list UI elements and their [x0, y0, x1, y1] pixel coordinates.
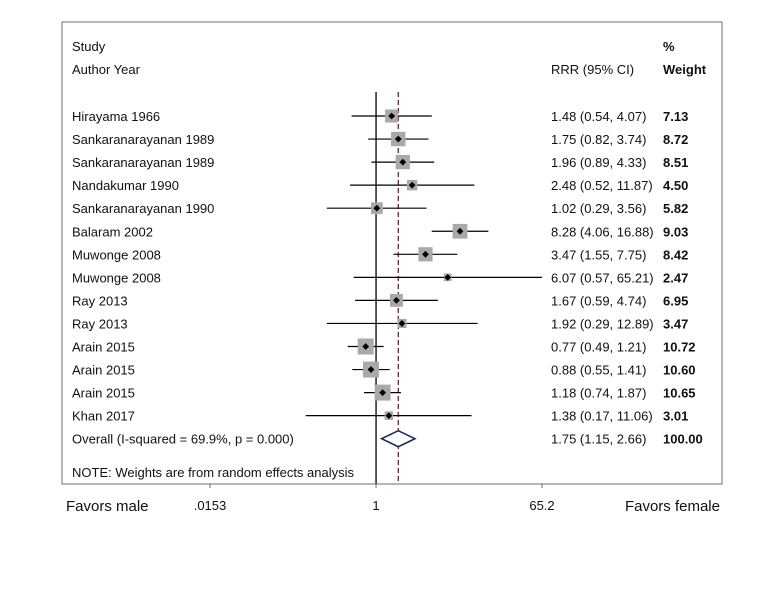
study-weight-text: 6.95 [663, 293, 688, 308]
study-row: Sankaranarayanan 1989 1.75 (0.82, 3.74) 8.… [72, 131, 688, 147]
study-point-estimate [399, 158, 407, 166]
study-label: Nandakumar 1990 [72, 178, 179, 193]
study-row: Sankaranarayanan 1989 1.96 (0.89, 4.33) 8.… [72, 154, 688, 170]
study-ci-text: 3.47 (1.55, 7.75) [551, 247, 646, 262]
overall-diamond [379, 429, 417, 448]
study-weight-text: 8.72 [663, 132, 688, 147]
study-label: Muwonge 2008 [72, 270, 161, 285]
study-weight-text: 4.50 [663, 178, 688, 193]
study-point-estimate [398, 320, 406, 327]
study-row: Sankaranarayanan 1990 1.02 (0.29, 3.56) 5.… [72, 201, 688, 216]
study-ci-text: 1.75 (0.82, 3.74) [551, 132, 646, 147]
study-label: Ray 2013 [72, 316, 128, 331]
header-author-year: Author Year [72, 62, 141, 77]
study-label: Arain 2015 [72, 386, 135, 401]
study-weight-text: 7.13 [663, 109, 688, 124]
study-ci-text: 1.48 (0.54, 4.07) [551, 109, 646, 124]
study-weight-text: 10.65 [663, 386, 696, 401]
study-row: Arain 2015 1.18 (0.74, 1.87) 10.65 [72, 384, 696, 401]
study-weight-text: 2.47 [663, 270, 688, 285]
study-point-estimate [367, 366, 375, 373]
favors-female-label: Favors female [625, 498, 720, 515]
study-weight-text: 3.47 [663, 316, 688, 331]
study-ci-text: 2.48 (0.52, 11.87) [551, 178, 653, 193]
study-ci-text: 0.77 (0.49, 1.21) [551, 340, 646, 355]
study-row: Arain 2015 0.77 (0.49, 1.21) 10.72 [72, 338, 696, 355]
study-row: Ray 2013 1.92 (0.29, 12.89) 3.47 [72, 316, 688, 331]
study-weight-text: 8.51 [663, 155, 688, 170]
study-weight-text: 10.72 [663, 340, 696, 355]
study-point-estimate [373, 204, 381, 212]
study-label: Arain 2015 [72, 340, 135, 355]
study-row: Hirayama 1966 1.48 (0.54, 4.07) 7.13 [72, 109, 688, 124]
study-point-estimate [385, 412, 393, 420]
study-ci-text: 1.96 (0.89, 4.33) [551, 155, 646, 170]
x-tick-label: 1 [372, 498, 379, 513]
study-label: Ray 2013 [72, 293, 128, 308]
study-ci-text: 1.67 (0.59, 4.74) [551, 293, 646, 308]
study-point-estimate [456, 227, 464, 235]
study-row: Muwonge 2008 6.07 (0.57, 65.21) 2.47 [72, 270, 688, 285]
header-effect: RRR (95% CI) [551, 62, 634, 77]
x-axis-ticks: .0153 1 65.2 [194, 484, 555, 513]
study-label: Sankaranarayanan 1989 [72, 155, 214, 170]
study-point-estimate [408, 181, 416, 189]
study-weight-text: 5.82 [663, 201, 688, 216]
overall-weight: 100.00 [663, 432, 703, 447]
study-label: Sankaranarayanan 1990 [72, 201, 214, 216]
study-ci-text: 1.02 (0.29, 3.56) [551, 201, 646, 216]
study-label: Muwonge 2008 [72, 247, 161, 262]
study-weight-text: 10.60 [663, 363, 696, 378]
study-point-estimate [422, 250, 429, 258]
study-ci-text: 0.88 (0.55, 1.41) [551, 363, 646, 378]
study-label: Khan 2017 [72, 409, 135, 424]
favors-male-label: Favors male [66, 498, 149, 515]
study-row: Muwonge 2008 3.47 (1.55, 7.75) 8.42 [72, 247, 688, 262]
study-weight-text: 9.03 [663, 224, 688, 239]
study-ci-text: 6.07 (0.57, 65.21) [551, 270, 654, 285]
overall-label: Overall (I-squared = 69.9%, p = 0.000) [72, 432, 294, 447]
study-row: Balaram 2002 8.28 (4.06, 16.88) 9.03 [72, 223, 688, 239]
study-row: Nandakumar 1990 2.48 (0.52, 11.87) 4.50 [72, 178, 688, 193]
study-row: Khan 2017 1.38 (0.17, 11.06) 3.01 [72, 409, 688, 424]
header-percent: % [663, 39, 675, 54]
study-point-estimate [362, 343, 370, 350]
study-point-estimate [379, 389, 387, 396]
header-study: Study [72, 39, 106, 54]
study-point-estimate [388, 112, 396, 120]
overall-ci: 1.75 (1.15, 2.66) [551, 432, 646, 447]
study-point-estimate [444, 273, 452, 281]
study-row: Arain 2015 0.88 (0.55, 1.41) 10.60 [72, 361, 696, 378]
header-weight: Weight [663, 62, 707, 77]
study-label: Sankaranarayanan 1989 [72, 132, 214, 147]
weights-note: NOTE: Weights are from random effects an… [72, 465, 355, 480]
x-tick-label: 65.2 [529, 498, 554, 513]
study-rows: Hirayama 1966 1.48 (0.54, 4.07) 7.13 Sankar… [72, 109, 696, 424]
study-ci-text: 1.92 (0.29, 12.89) [551, 316, 654, 331]
study-ci-text: 1.18 (0.74, 1.87) [551, 386, 646, 401]
study-weight-text: 8.42 [663, 247, 688, 262]
study-label: Balaram 2002 [72, 224, 153, 239]
study-label: Arain 2015 [72, 363, 135, 378]
study-ci-text: 8.28 (4.06, 16.88) [551, 224, 654, 239]
study-label: Hirayama 1966 [72, 109, 160, 124]
x-tick-label: .0153 [194, 498, 227, 513]
study-weight-text: 3.01 [663, 409, 688, 424]
study-row: Ray 2013 1.67 (0.59, 4.74) 6.95 [72, 293, 688, 308]
study-point-estimate [394, 135, 402, 143]
study-point-estimate [393, 297, 400, 304]
study-ci-text: 1.38 (0.17, 11.06) [551, 409, 653, 424]
